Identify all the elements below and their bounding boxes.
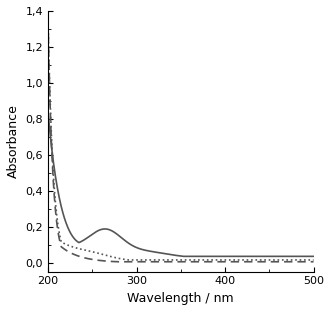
Y-axis label: Absorbance: Absorbance — [7, 104, 20, 178]
X-axis label: Wavelength / nm: Wavelength / nm — [127, 292, 234, 305]
